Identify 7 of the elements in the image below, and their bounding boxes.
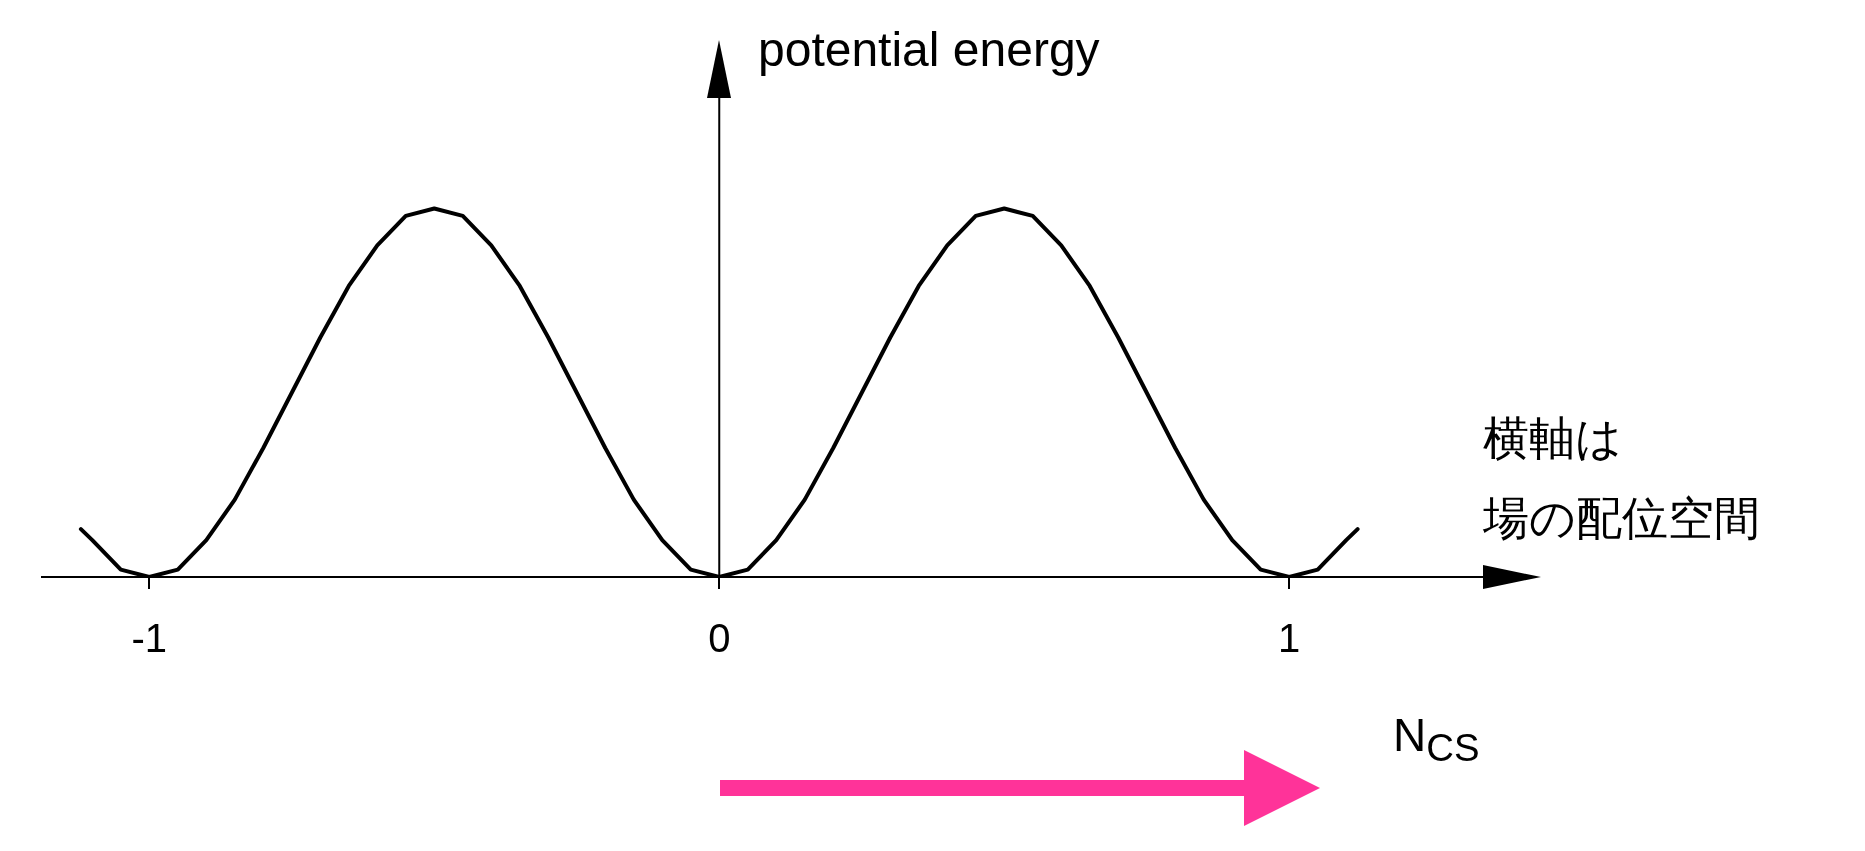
y-axis-title: potential energy: [758, 22, 1100, 77]
x-axis-title: N$_{CS}$: [1393, 708, 1480, 771]
x-tick-label: 0: [708, 616, 731, 661]
text: 場の配位空間: [1483, 491, 1760, 546]
text: 横軸は: [1483, 411, 1622, 466]
x-tick-label: -1: [131, 616, 168, 661]
x-tick-label: 1: [1278, 616, 1301, 661]
